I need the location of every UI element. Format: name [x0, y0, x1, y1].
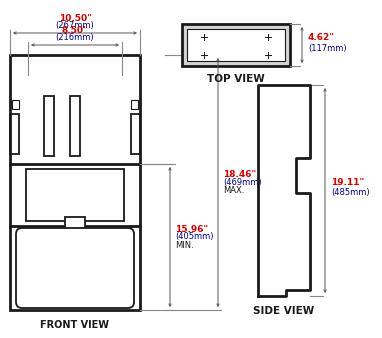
Text: (469mm): (469mm)	[223, 178, 262, 187]
Text: TOP VIEW: TOP VIEW	[207, 74, 265, 84]
FancyBboxPatch shape	[16, 228, 134, 308]
Text: 18.46": 18.46"	[223, 170, 256, 179]
Text: (267mm): (267mm)	[56, 21, 94, 30]
Text: (405mm): (405mm)	[175, 233, 214, 241]
Text: 4.62": 4.62"	[308, 33, 335, 43]
Text: 15.96": 15.96"	[175, 224, 208, 234]
Text: MIN.: MIN.	[175, 241, 194, 249]
Bar	[187, 29, 285, 61]
Text: 19.11": 19.11"	[331, 178, 364, 187]
Text: SIDE VIEW: SIDE VIEW	[253, 306, 315, 316]
Text: MAX.: MAX.	[223, 186, 244, 195]
Bar	[12, 100, 19, 109]
Bar	[44, 96, 54, 156]
Polygon shape	[258, 85, 310, 296]
Bar	[131, 100, 138, 109]
Bar	[26, 169, 124, 221]
Text: FRONT VIEW: FRONT VIEW	[40, 320, 110, 330]
Text: (485mm): (485mm)	[331, 188, 370, 197]
Bar	[10, 55, 140, 310]
Bar	[131, 114, 140, 154]
Text: 10.50": 10.50"	[58, 14, 91, 23]
Bar	[70, 96, 80, 156]
Text: (216mm): (216mm)	[56, 33, 94, 42]
Bar	[10, 114, 19, 154]
Text: (117mm): (117mm)	[308, 44, 346, 52]
Bar	[65, 217, 85, 239]
Bar	[182, 24, 290, 66]
Text: 8.50": 8.50"	[62, 26, 88, 35]
